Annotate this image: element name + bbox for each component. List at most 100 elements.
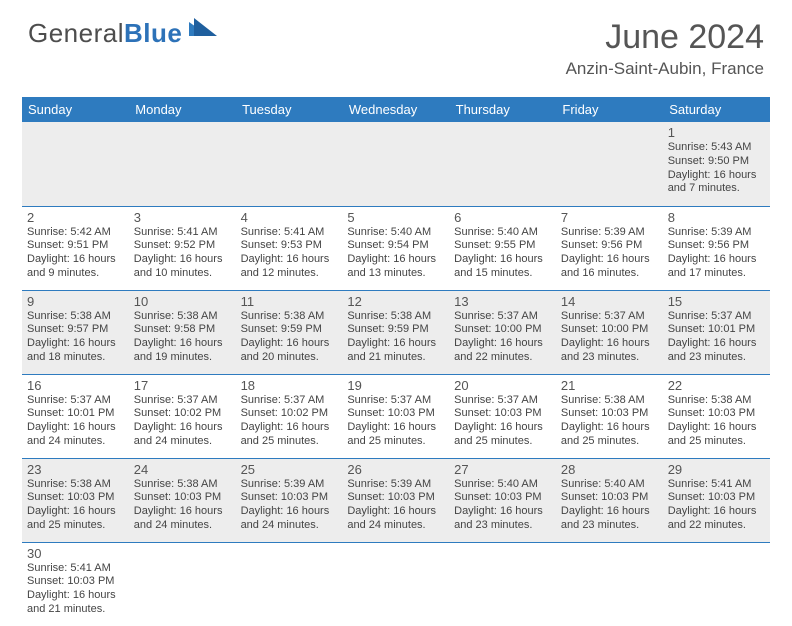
logo-word2: Blue (124, 18, 182, 48)
day-number: 17 (134, 378, 231, 393)
cell-text: Daylight: 16 hours (27, 505, 124, 519)
day-number: 16 (27, 378, 124, 393)
day-number: 10 (134, 294, 231, 309)
cell-text: Sunset: 10:03 PM (241, 491, 338, 505)
calendar-cell: 23Sunrise: 5:38 AMSunset: 10:03 PMDaylig… (22, 458, 129, 542)
day-number: 26 (347, 462, 444, 477)
calendar-cell (556, 122, 663, 206)
weekday-header: Saturday (663, 97, 770, 122)
cell-text: Sunset: 10:01 PM (668, 323, 765, 337)
page-title: June 2024 (566, 18, 764, 57)
cell-text: Daylight: 16 hours (134, 337, 231, 351)
calendar-cell (236, 122, 343, 206)
cell-text: Daylight: 16 hours (668, 421, 765, 435)
cell-text: Sunrise: 5:39 AM (241, 478, 338, 492)
cell-text: and 12 minutes. (241, 267, 338, 281)
title-block: June 2024 Anzin-Saint-Aubin, France (566, 18, 764, 79)
cell-text: Daylight: 16 hours (347, 505, 444, 519)
logo-text: GeneralBlue (28, 18, 182, 49)
location-label: Anzin-Saint-Aubin, France (566, 59, 764, 79)
cell-text: Sunset: 10:03 PM (454, 491, 551, 505)
logo-word1: General (28, 18, 124, 48)
cell-text: Sunset: 10:03 PM (668, 491, 765, 505)
calendar-cell (663, 542, 770, 626)
day-number: 19 (347, 378, 444, 393)
calendar-cell (129, 542, 236, 626)
cell-text: Sunrise: 5:39 AM (347, 478, 444, 492)
day-number: 20 (454, 378, 551, 393)
cell-text: Sunrise: 5:41 AM (27, 562, 124, 576)
cell-text: and 18 minutes. (27, 351, 124, 365)
cell-text: Sunrise: 5:39 AM (668, 226, 765, 240)
calendar-cell: 7Sunrise: 5:39 AMSunset: 9:56 PMDaylight… (556, 206, 663, 290)
cell-text: Sunset: 9:58 PM (134, 323, 231, 337)
weekday-header: Sunday (22, 97, 129, 122)
cell-text: Daylight: 16 hours (134, 421, 231, 435)
calendar-cell: 21Sunrise: 5:38 AMSunset: 10:03 PMDaylig… (556, 374, 663, 458)
cell-text: Sunrise: 5:38 AM (134, 478, 231, 492)
cell-text: Sunrise: 5:40 AM (561, 478, 658, 492)
calendar-cell: 8Sunrise: 5:39 AMSunset: 9:56 PMDaylight… (663, 206, 770, 290)
cell-text: Daylight: 16 hours (668, 169, 765, 183)
cell-text: Sunrise: 5:41 AM (668, 478, 765, 492)
calendar-cell: 10Sunrise: 5:38 AMSunset: 9:58 PMDayligh… (129, 290, 236, 374)
cell-text: Sunset: 9:52 PM (134, 239, 231, 253)
cell-text: and 25 minutes. (454, 435, 551, 449)
calendar-body: 1Sunrise: 5:43 AMSunset: 9:50 PMDaylight… (22, 122, 770, 626)
cell-text: Sunrise: 5:37 AM (454, 310, 551, 324)
flag-icon (189, 18, 217, 43)
cell-text: Daylight: 16 hours (561, 505, 658, 519)
cell-text: Sunset: 9:51 PM (27, 239, 124, 253)
cell-text: and 25 minutes. (241, 435, 338, 449)
cell-text: Sunrise: 5:38 AM (561, 394, 658, 408)
day-number: 11 (241, 294, 338, 309)
cell-text: Sunset: 9:53 PM (241, 239, 338, 253)
cell-text: Daylight: 16 hours (347, 337, 444, 351)
cell-text: Sunset: 10:03 PM (347, 491, 444, 505)
cell-text: Sunset: 10:03 PM (668, 407, 765, 421)
cell-text: and 23 minutes. (454, 519, 551, 533)
day-number: 18 (241, 378, 338, 393)
cell-text: Sunrise: 5:39 AM (561, 226, 658, 240)
cell-text: Daylight: 16 hours (454, 505, 551, 519)
calendar-cell (342, 122, 449, 206)
calendar-cell: 26Sunrise: 5:39 AMSunset: 10:03 PMDaylig… (342, 458, 449, 542)
cell-text: and 25 minutes. (347, 435, 444, 449)
cell-text: Sunset: 10:03 PM (561, 407, 658, 421)
calendar-cell (556, 542, 663, 626)
cell-text: Sunset: 9:59 PM (241, 323, 338, 337)
day-number: 24 (134, 462, 231, 477)
cell-text: Sunrise: 5:37 AM (668, 310, 765, 324)
day-number: 21 (561, 378, 658, 393)
cell-text: and 25 minutes. (561, 435, 658, 449)
day-number: 8 (668, 210, 765, 225)
day-number: 4 (241, 210, 338, 225)
day-number: 5 (347, 210, 444, 225)
cell-text: and 9 minutes. (27, 267, 124, 281)
calendar-cell: 29Sunrise: 5:41 AMSunset: 10:03 PMDaylig… (663, 458, 770, 542)
cell-text: Sunset: 10:03 PM (27, 575, 124, 589)
cell-text: Sunrise: 5:37 AM (241, 394, 338, 408)
cell-text: Daylight: 16 hours (454, 337, 551, 351)
cell-text: Daylight: 16 hours (134, 505, 231, 519)
calendar-cell (342, 542, 449, 626)
cell-text: and 25 minutes. (27, 519, 124, 533)
weekday-header: Friday (556, 97, 663, 122)
calendar-cell (236, 542, 343, 626)
cell-text: Sunset: 9:59 PM (347, 323, 444, 337)
cell-text: Daylight: 16 hours (27, 421, 124, 435)
cell-text: Sunset: 10:03 PM (561, 491, 658, 505)
day-number: 15 (668, 294, 765, 309)
cell-text: Sunrise: 5:38 AM (347, 310, 444, 324)
calendar-cell: 12Sunrise: 5:38 AMSunset: 9:59 PMDayligh… (342, 290, 449, 374)
calendar-cell: 1Sunrise: 5:43 AMSunset: 9:50 PMDaylight… (663, 122, 770, 206)
calendar-cell (449, 542, 556, 626)
cell-text: Sunrise: 5:38 AM (27, 310, 124, 324)
calendar-cell: 2Sunrise: 5:42 AMSunset: 9:51 PMDaylight… (22, 206, 129, 290)
calendar-row: 30Sunrise: 5:41 AMSunset: 10:03 PMDaylig… (22, 542, 770, 626)
cell-text: Sunrise: 5:38 AM (668, 394, 765, 408)
cell-text: and 13 minutes. (347, 267, 444, 281)
cell-text: Sunset: 10:03 PM (27, 491, 124, 505)
cell-text: Daylight: 16 hours (27, 253, 124, 267)
cell-text: and 7 minutes. (668, 182, 765, 196)
